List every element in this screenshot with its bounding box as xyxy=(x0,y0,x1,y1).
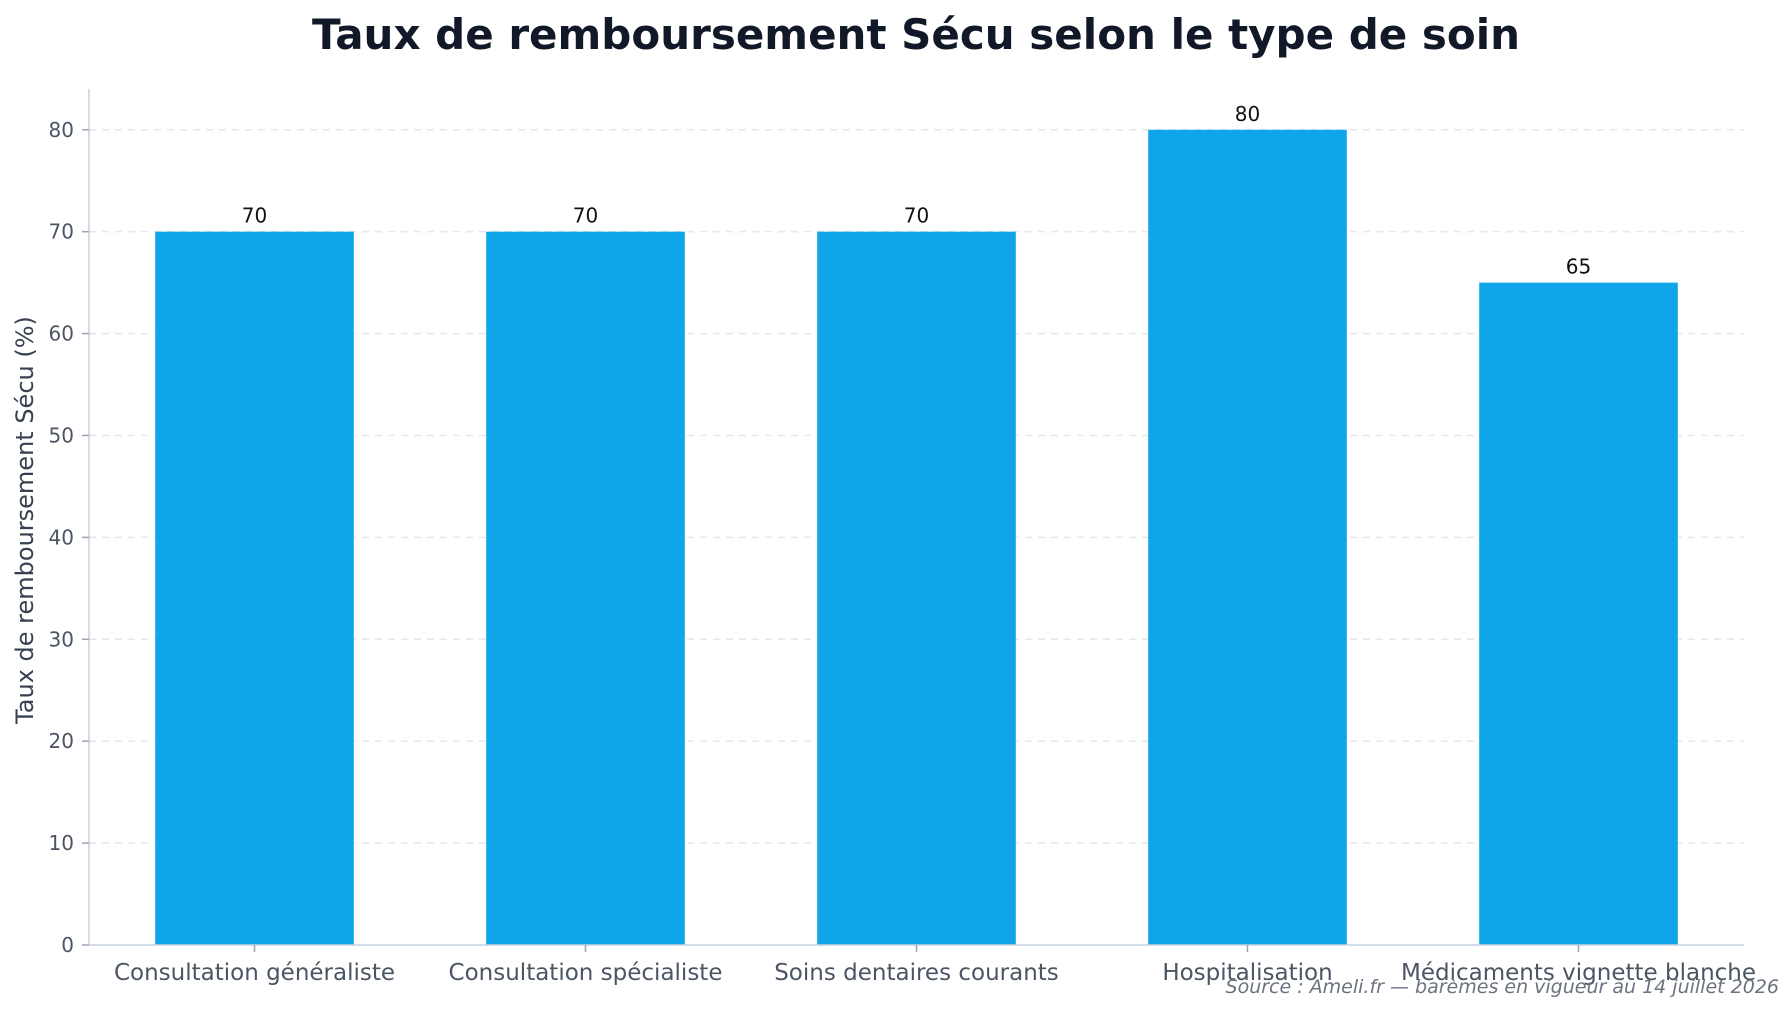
x-tick-label: Soins dentaires courants xyxy=(774,960,1059,986)
x-tick-label: Consultation spécialiste xyxy=(449,960,723,986)
y-tick-label: 60 xyxy=(49,322,74,346)
bars-group xyxy=(155,129,1678,946)
bar-value-label: 70 xyxy=(242,204,267,228)
bar xyxy=(155,231,354,945)
x-axis-ticks: Consultation généraliste Consultation spé… xyxy=(114,945,1756,986)
bar-value-label: 70 xyxy=(904,204,929,228)
bar-value-label: 65 xyxy=(1566,255,1591,279)
bar-value-label: 70 xyxy=(573,204,598,228)
y-tick-label: 40 xyxy=(49,525,74,549)
y-tick-label: 10 xyxy=(49,831,74,855)
bar xyxy=(486,231,685,945)
bar xyxy=(817,231,1016,945)
bar-value-label: 80 xyxy=(1235,102,1260,126)
data-labels: 70 70 70 80 65 xyxy=(242,102,1591,279)
bar xyxy=(1148,129,1347,945)
y-tick-label: 50 xyxy=(49,423,74,447)
grid-lines xyxy=(89,129,1744,844)
y-tick-label: 80 xyxy=(49,118,74,142)
y-axis-label: Taux de remboursement Sécu (%) xyxy=(11,316,39,725)
x-tick-label: Consultation généraliste xyxy=(114,960,395,986)
y-tick-label: 30 xyxy=(49,627,74,651)
y-tick-label: 20 xyxy=(49,729,74,753)
y-tick-label: 0 xyxy=(61,933,74,957)
chart-title: Taux de remboursement Sécu selon le type… xyxy=(312,10,1520,59)
y-tick-label: 70 xyxy=(49,220,74,244)
x-tick-label: Médicaments vignette blanche xyxy=(1401,960,1756,986)
x-tick-label: Hospitalisation xyxy=(1162,960,1332,986)
source-note: Source : Ameli.fr — barèmes en vigueur a… xyxy=(1226,976,1779,998)
bar xyxy=(1479,282,1678,946)
y-axis-ticks: 0 10 20 30 40 50 60 70 80 xyxy=(49,118,89,957)
